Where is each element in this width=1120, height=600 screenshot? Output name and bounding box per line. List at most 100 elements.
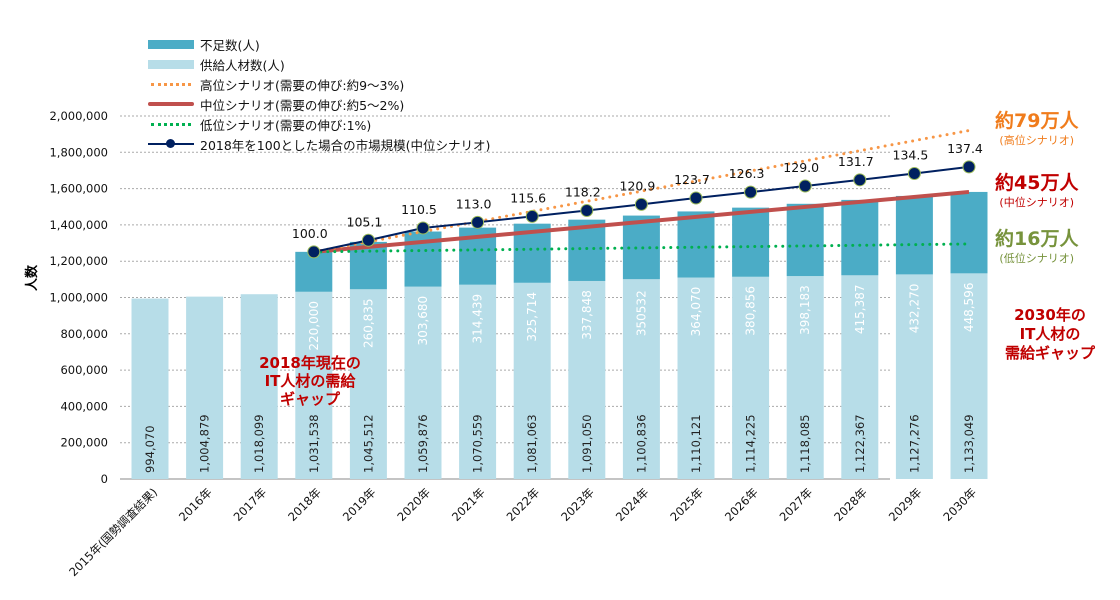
market-scale-marker <box>798 179 812 193</box>
y-tick-label: 200,000 <box>60 436 108 450</box>
line-low-scenario <box>312 242 971 254</box>
y-tick-label: 800,000 <box>60 327 108 341</box>
annotation-main: 約45万人 <box>995 172 1079 194</box>
bar-label-supply: 1,091,050 <box>580 414 594 473</box>
bar-label-shortage: 325,714 <box>525 292 539 342</box>
bar-supply <box>568 280 606 479</box>
bar-label-supply: 1,045,512 <box>361 414 375 473</box>
y-tick-label: 1,400,000 <box>49 218 108 232</box>
x-tick-label: 2016年 <box>176 485 215 524</box>
market-scale-label: 110.5 <box>401 202 437 217</box>
bar-label-supply: 1,004,879 <box>198 414 212 473</box>
x-tick-label: 2029年 <box>886 485 925 524</box>
bar-supply <box>786 276 824 479</box>
bar-label-shortage: 380,856 <box>744 286 758 336</box>
bar-label-supply: 1,031,538 <box>307 414 321 473</box>
legend-item-low: 低位シナリオ(需要の伸び:1%) <box>148 114 490 134</box>
market-scale-marker <box>361 233 375 247</box>
x-tick-label: 2023年 <box>558 485 597 524</box>
bar-supply <box>131 298 169 479</box>
bar-supply <box>404 286 442 479</box>
bar-label-shortage: 260,835 <box>361 298 375 348</box>
bar-label-shortage: 398,183 <box>798 285 812 335</box>
legend-label: 高位シナリオ(需要の伸び:約9〜3%) <box>200 77 405 93</box>
y-tick-label: 2,000,000 <box>49 109 108 123</box>
bar-supply <box>622 279 660 479</box>
market-scale-label: 100.0 <box>292 226 328 241</box>
y-tick-label: 1,000,000 <box>49 291 108 305</box>
market-scale-marker <box>962 160 976 174</box>
annotation-line: ギャップ <box>279 390 340 408</box>
market-scale-marker <box>525 209 539 223</box>
annotation-gap-2018: 2018年現在の IT人材の需給 ギャップ <box>250 354 370 408</box>
market-scale-label: 123.7 <box>674 172 710 187</box>
annotation-main: 約79万人 <box>995 110 1079 132</box>
bar-shortage <box>950 191 988 274</box>
line-mid-scenario <box>313 189 970 254</box>
bar-label-shortage: 448,596 <box>962 283 976 333</box>
market-scale-label: 115.6 <box>510 190 546 205</box>
bar-label-supply: 1,070,559 <box>471 414 485 473</box>
legend-label: 2018年を100とした場合の市場規模(中位シナリオ) <box>200 137 491 153</box>
bar-shortage <box>732 207 770 277</box>
bar-label-shortage: 432,270 <box>907 284 921 334</box>
annotation-gap-2030: 2030年の IT人材の 需給ギャップ <box>995 306 1105 363</box>
market-scale-label: 131.7 <box>838 154 874 169</box>
y-tick-label: 1,800,000 <box>49 145 108 159</box>
bar-shortage <box>895 195 933 275</box>
y-tick-label: 600,000 <box>60 363 108 377</box>
market-scale-marker <box>580 204 594 218</box>
annotation-sub: (中位シナリオ) <box>999 196 1075 209</box>
market-scale-marker <box>853 173 867 187</box>
market-scale-label: 134.5 <box>893 147 929 162</box>
annotation-line: IT人材の需給 <box>264 372 356 390</box>
bar-supply <box>895 274 933 479</box>
x-tick-label: 2026年 <box>722 485 761 524</box>
bar-label-supply: 1,122,367 <box>853 414 867 473</box>
y-tick-label: 0 <box>101 472 108 486</box>
legend-item-high: 高位シナリオ(需要の伸び:約9〜3%) <box>148 74 490 94</box>
annotation-low: 約16万人 (低位シナリオ) <box>995 228 1078 266</box>
x-tick-label: 2015年(国勢調査結果) <box>66 485 160 579</box>
bar-label-supply: 1,118,085 <box>798 414 812 473</box>
legend-label: 不足数(人) <box>200 37 260 53</box>
bar-supply <box>240 294 278 479</box>
annotation-sub: (高位シナリオ) <box>999 134 1075 147</box>
x-tick-label: 2021年 <box>449 485 488 524</box>
bar-shortage <box>841 199 879 276</box>
legend: 不足数(人) 供給人材数(人) 高位シナリオ(需要の伸び:約9〜3%) 中位シナ… <box>148 34 490 154</box>
bar-shortage <box>295 251 333 292</box>
market-scale-label: 120.9 <box>620 178 656 193</box>
market-scale-marker <box>907 166 921 180</box>
annotation-sub: (低位シナリオ) <box>999 252 1075 265</box>
market-scale-label: 105.1 <box>347 214 383 229</box>
bar-shortage <box>786 203 824 277</box>
annotation-line: 需給ギャップ <box>1004 344 1095 362</box>
annotation-line: IT人材の <box>1019 325 1081 343</box>
bar-supply <box>349 289 387 479</box>
legend-item-supply: 供給人材数(人) <box>148 54 490 74</box>
bar-label-shortage: 314,439 <box>471 294 485 344</box>
y-axis-label: 人数 <box>24 264 40 291</box>
annotation-line: 2030年の <box>1014 306 1086 324</box>
y-tick-label: 1,200,000 <box>49 254 108 268</box>
bar-supply <box>186 296 224 479</box>
x-tick-label: 2024年 <box>613 485 652 524</box>
y-tick-label: 1,600,000 <box>49 182 108 196</box>
bar-label-supply: 994,070 <box>143 425 157 473</box>
annotation-line: 2018年現在の <box>259 354 361 372</box>
legend-item-shortage: 不足数(人) <box>148 34 490 54</box>
x-tick-label: 2019年 <box>340 485 379 524</box>
annotation-high: 約79万人 (高位シナリオ) <box>995 110 1078 148</box>
x-tick-label: 2020年 <box>394 485 433 524</box>
bar-label-supply: 1,100,836 <box>634 414 648 473</box>
market-scale-label: 137.4 <box>947 141 983 156</box>
bar-label-shortage: 220,000 <box>307 301 321 351</box>
market-scale-marker <box>689 191 703 205</box>
bar-label-shortage: 415,387 <box>853 284 867 334</box>
bar-label-supply: 1,081,063 <box>525 414 539 473</box>
annotation-main: 約16万人 <box>995 228 1079 250</box>
bar-label-supply: 1,127,276 <box>907 414 921 473</box>
market-scale-label: 113.0 <box>456 196 492 211</box>
